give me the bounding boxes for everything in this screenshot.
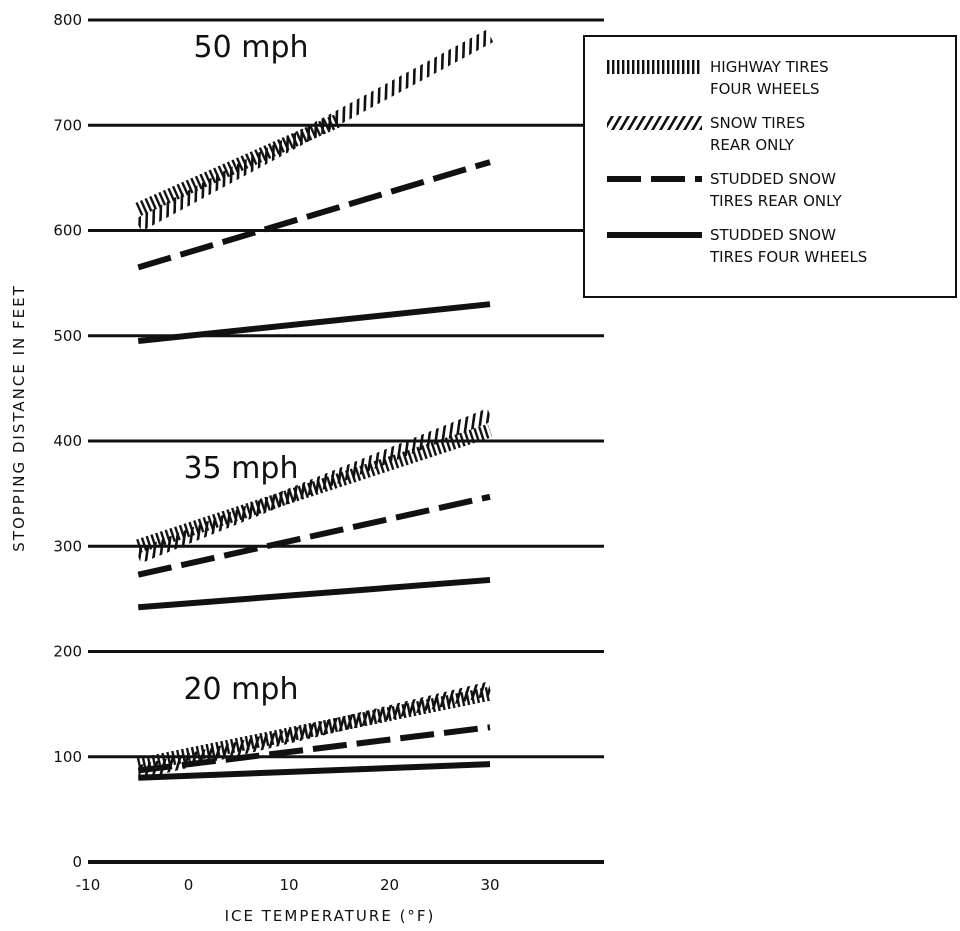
legend-label: TIRES FOUR WHEELS xyxy=(709,248,867,266)
x-axis-title: ICE TEMPERATURE (°F) xyxy=(225,907,436,925)
y-axis-tick-labels: 0 100 200 300 400 500 600 700 800 xyxy=(53,11,82,871)
x-tick-label: -10 xyxy=(76,876,101,894)
x-tick-label: 10 xyxy=(279,876,298,894)
y-tick-label: 200 xyxy=(53,643,82,661)
y-tick-label: 800 xyxy=(53,11,82,29)
series-line-studded-four xyxy=(137,301,491,344)
legend-label: HIGHWAY TIRES xyxy=(710,58,829,76)
legend: HIGHWAY TIRES FOUR WHEELS SNOW TIRES REAR O… xyxy=(583,35,957,298)
y-tick-label: 400 xyxy=(53,432,82,450)
speed-group xyxy=(135,408,493,611)
legend-swatch xyxy=(607,60,702,74)
y-tick-label: 600 xyxy=(53,222,82,240)
y-tick-label: 700 xyxy=(53,116,82,134)
y-tick-label: 0 xyxy=(72,853,82,871)
speed-label: 35 mph xyxy=(183,451,298,486)
series-line-studded-rear xyxy=(137,493,491,578)
legend-item: STUDDED SNOW TIRES FOUR WHEELS xyxy=(607,226,867,266)
x-tick-label: 30 xyxy=(480,876,499,894)
legend-label: STUDDED SNOW xyxy=(710,170,836,188)
gridlines xyxy=(88,18,604,864)
legend-item: STUDDED SNOW TIRES REAR ONLY xyxy=(607,170,843,210)
y-tick-label: 100 xyxy=(53,748,82,766)
speed-group xyxy=(136,681,492,781)
series-line-snow xyxy=(135,408,493,564)
speed-label: 20 mph xyxy=(183,672,298,707)
series-line-snow xyxy=(136,681,492,780)
legend-box xyxy=(583,35,957,298)
speed-label: 50 mph xyxy=(194,30,309,65)
legend-label: FOUR WHEELS xyxy=(710,80,820,98)
series-line-studded-rear xyxy=(137,159,491,271)
data-series xyxy=(134,29,494,781)
speed-group-labels: 50 mph 35 mph 20 mph xyxy=(183,30,308,707)
legend-swatch xyxy=(607,116,702,130)
x-axis-tick-labels: -10 0 10 20 30 xyxy=(76,876,500,894)
series-line-studded-four xyxy=(138,761,491,781)
x-tick-label: 20 xyxy=(380,876,399,894)
y-tick-label: 300 xyxy=(53,537,82,555)
y-tick-label: 500 xyxy=(53,327,82,345)
x-tick-label: 0 xyxy=(184,876,194,894)
legend-label: STUDDED SNOW xyxy=(710,226,836,244)
legend-label: REAR ONLY xyxy=(710,136,795,154)
legend-item: HIGHWAY TIRES FOUR WHEELS xyxy=(607,58,829,98)
series-line-studded-rear xyxy=(137,724,491,774)
series-line-studded-four xyxy=(138,576,491,611)
legend-label: SNOW TIRES xyxy=(710,114,805,132)
legend-label: TIRES REAR ONLY xyxy=(709,192,843,210)
y-axis-title: STOPPING DISTANCE IN FEET xyxy=(10,284,28,551)
legend-item: SNOW TIRES REAR ONLY xyxy=(607,114,805,154)
series-line-snow xyxy=(134,29,494,232)
speed-group xyxy=(134,29,494,344)
